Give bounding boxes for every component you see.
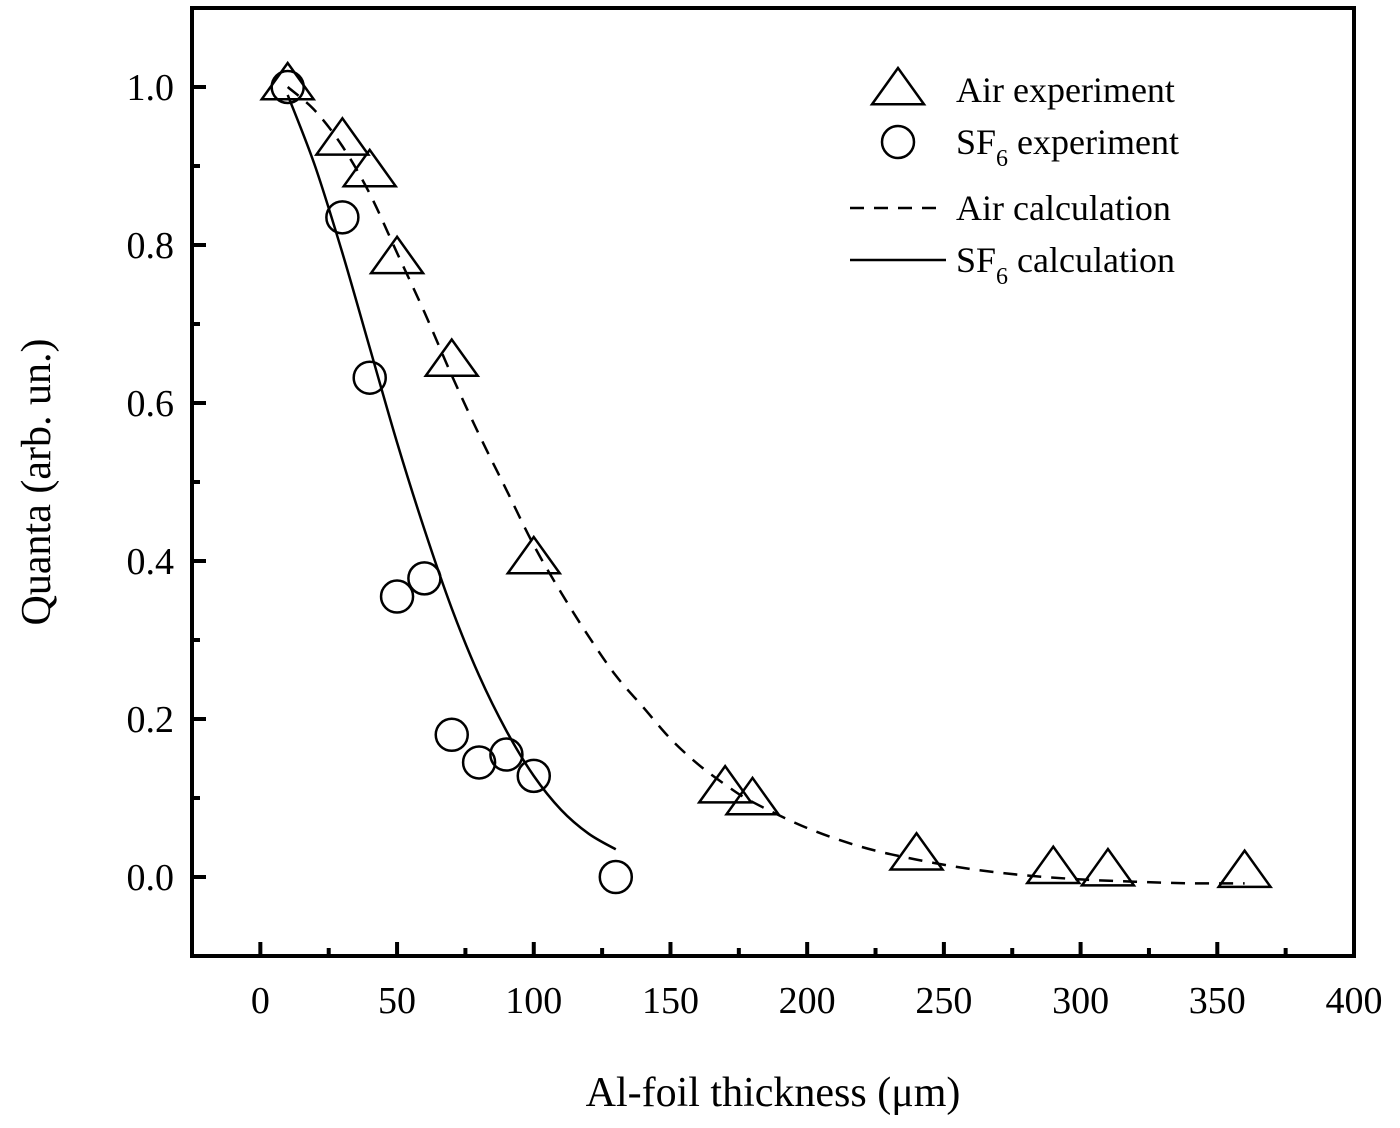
x-tick-label: 200 [779, 980, 836, 1022]
air-experiment-point [505, 534, 563, 575]
air-calculation-line [286, 86, 1245, 885]
x-tick-label: 250 [915, 980, 972, 1022]
air-experiment-point [724, 775, 781, 816]
x-tick-label: 0 [251, 980, 270, 1022]
air-experiment-point [888, 831, 945, 871]
y-tick-label: 1.0 [127, 67, 175, 109]
air-experiment-point [1024, 844, 1082, 885]
legend-label: Air experiment [956, 70, 1175, 110]
sf6-experiment-point [598, 859, 634, 895]
x-tick-label: 300 [1052, 980, 1109, 1022]
sf6-experiment-point [434, 717, 469, 753]
x-axis-label: Al-foil thickness (μm) [586, 1070, 961, 1116]
y-tick-label: 0.6 [127, 383, 175, 425]
sf6-experiment-point [489, 737, 524, 772]
x-tick-label: 50 [378, 980, 416, 1022]
sf6-experiment-point [379, 579, 415, 614]
air-experiment-point [341, 147, 399, 188]
sf6-experiment-point [325, 200, 360, 235]
x-tick-label: 150 [642, 980, 699, 1022]
x-tick-label: 350 [1189, 980, 1246, 1022]
y-axis-label: Quanta (arb. un.) [14, 339, 60, 626]
y-tick-label: 0.4 [127, 541, 175, 583]
legend-triangle-marker [869, 65, 927, 106]
sf6-experiment-point [352, 360, 387, 395]
sf6-experiment-point [270, 69, 305, 105]
air-experiment-point [259, 60, 317, 101]
y-tick-label: 0.2 [127, 699, 175, 741]
legend-label: Air calculation [956, 188, 1171, 228]
x-tick-label: 400 [1326, 980, 1383, 1022]
legend: Air experiment SF6 experiment Air calculat… [850, 65, 1179, 290]
air-experiment-point [423, 337, 481, 378]
y-tick-label: 0.8 [127, 225, 175, 267]
air-experiment-point [1216, 848, 1274, 889]
sf6-experiment-point [516, 758, 552, 794]
legend-label: SF6 calculation [956, 240, 1175, 290]
sf6-experiment-point [461, 745, 497, 780]
x-tick-label: 100 [505, 980, 562, 1022]
y-tick-label: 0.0 [127, 857, 175, 899]
legend-label: SF6 experiment [956, 122, 1179, 172]
air-experiment-point [313, 116, 371, 156]
air-experiment-point [696, 763, 754, 804]
series-markers [259, 60, 1274, 895]
x-axis-ticks: 0 50 100 150 200 250 300 350 400 [190, 942, 1383, 1022]
air-experiment-point [1079, 846, 1137, 887]
sf6-experiment-point [407, 561, 442, 596]
legend-circle-marker [880, 124, 916, 160]
y-axis-ticks: 0.0 0.2 0.4 0.6 0.8 1.0 [127, 67, 206, 958]
air-experiment-point [368, 234, 426, 275]
